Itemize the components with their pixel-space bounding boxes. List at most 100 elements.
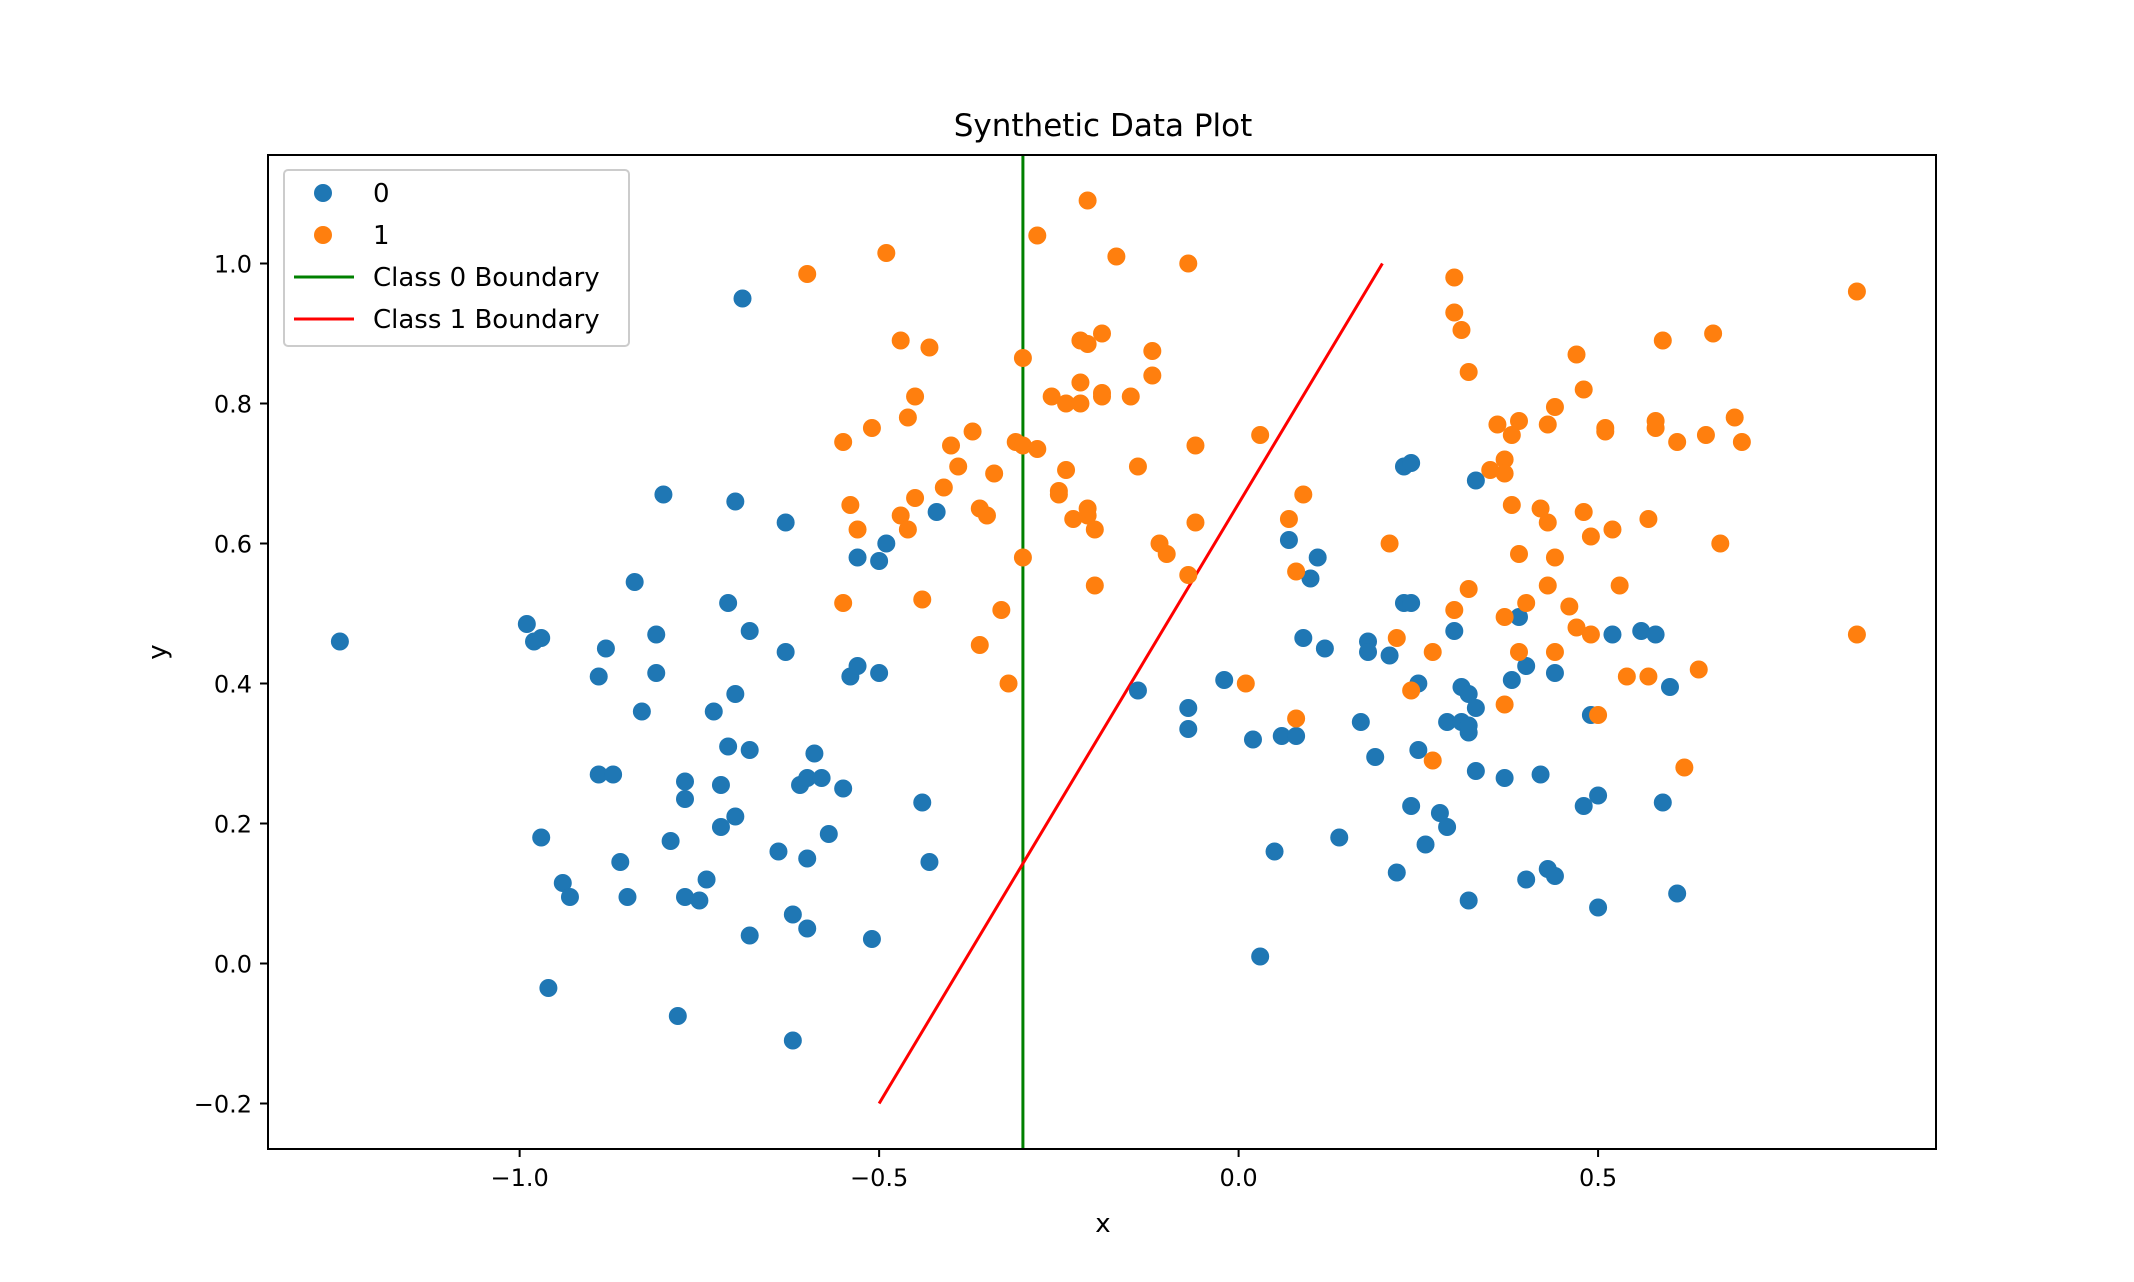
scatter-point-class-1 — [1287, 709, 1306, 728]
scatter-point-class-1 — [1531, 499, 1550, 518]
scatter-point-class-1 — [942, 436, 961, 455]
x-tick-label: −1.0 — [490, 1164, 548, 1192]
scatter-point-class-0 — [618, 888, 637, 906]
scatter-point-class-0 — [668, 1007, 687, 1025]
scatter-point-class-1 — [1847, 282, 1866, 301]
scatter-point-class-1 — [1057, 394, 1076, 413]
scatter-point-class-1 — [949, 457, 968, 476]
legend-marker-class-1 — [314, 226, 332, 244]
scatter-point-class-1 — [1380, 534, 1399, 553]
scatter-point-class-0 — [726, 685, 745, 703]
scatter-point-class-0 — [1128, 681, 1147, 700]
scatter-point-class-1 — [1157, 545, 1176, 563]
scatter-point-class-0 — [1409, 741, 1428, 759]
scatter-point-class-0 — [330, 632, 349, 651]
scatter-point-class-1 — [1387, 629, 1406, 647]
y-axis-label: y — [143, 644, 173, 659]
scatter-point-class-1 — [898, 520, 917, 539]
scatter-point-class-0 — [1294, 629, 1313, 647]
scatter-point-class-1 — [1049, 485, 1068, 504]
scatter-point-class-0 — [711, 818, 730, 836]
scatter-point-class-0 — [647, 625, 666, 644]
scatter-point-class-0 — [1545, 664, 1564, 682]
y-tick-label: 0.4 — [214, 671, 252, 699]
scatter-point-class-0 — [589, 765, 608, 784]
scatter-point-class-1 — [1502, 496, 1521, 514]
scatter-point-class-0 — [1287, 727, 1306, 745]
scatter-point-class-1 — [1675, 758, 1694, 777]
x-axis-label: x — [1095, 1209, 1110, 1239]
scatter-point-class-1 — [1495, 464, 1514, 483]
scatter-point-class-0 — [1632, 622, 1651, 640]
scatter-point-class-1 — [841, 496, 860, 514]
scatter-point-class-1 — [1639, 510, 1658, 528]
scatter-point-class-0 — [589, 667, 608, 686]
plot-frame — [267, 154, 1937, 1150]
scatter-point-class-0 — [1402, 454, 1421, 472]
scatter-point-class-1 — [1589, 706, 1608, 724]
scatter-point-class-0 — [632, 702, 651, 721]
scatter-point-class-0 — [848, 548, 867, 567]
scatter-point-class-1 — [1013, 349, 1032, 367]
scatter-point-class-0 — [1215, 671, 1234, 689]
scatter-point-class-0 — [1510, 608, 1528, 626]
scatter-point-class-0 — [913, 793, 932, 812]
scatter-point-class-0 — [805, 744, 824, 763]
scatter-point-class-1 — [891, 506, 910, 525]
scatter-point-class-1 — [1560, 597, 1579, 616]
scatter-point-class-1 — [963, 422, 982, 441]
scatter-point-class-1 — [1510, 545, 1528, 563]
scatter-point-class-1 — [798, 265, 817, 283]
scatter-point-class-1 — [1689, 660, 1708, 679]
scatter-point-class-0 — [1589, 898, 1608, 917]
scatter-point-class-1 — [1013, 548, 1032, 567]
scatter-point-class-1 — [1704, 324, 1723, 343]
scatter-point-class-0 — [740, 622, 759, 640]
scatter-point-class-1 — [1236, 674, 1255, 693]
scatter-point-class-0 — [726, 807, 745, 826]
scatter-point-class-0 — [1315, 639, 1334, 658]
scatter-point-class-1 — [1517, 594, 1536, 612]
scatter-point-class-0 — [798, 849, 817, 868]
scatter-point-class-0 — [1445, 622, 1464, 640]
scatter-point-class-0 — [1466, 699, 1485, 717]
scatter-point-class-0 — [711, 776, 730, 794]
scatter-point-class-1 — [1581, 527, 1600, 546]
legend-label: 1 — [373, 221, 390, 251]
scatter-point-class-0 — [532, 629, 551, 647]
scatter-point-class-0 — [1272, 727, 1291, 745]
scatter-point-class-1 — [1495, 695, 1514, 714]
scatter-point-class-0 — [697, 870, 716, 889]
scatter-point-class-0 — [812, 769, 831, 787]
scatter-point-class-0 — [1402, 797, 1421, 815]
scatter-point-class-0 — [560, 888, 579, 906]
scatter-point-class-0 — [776, 643, 795, 661]
scatter-point-class-0 — [870, 552, 889, 570]
scatter-point-class-0 — [1308, 548, 1327, 567]
scatter-point-class-1 — [1179, 254, 1198, 273]
scatter-point-class-1 — [848, 520, 867, 539]
scatter-point-class-1 — [1186, 436, 1205, 455]
scatter-point-class-1 — [1445, 601, 1464, 619]
scatter-point-class-0 — [1545, 867, 1564, 885]
scatter-point-class-0 — [1243, 730, 1262, 749]
scatter-point-class-1 — [1502, 426, 1521, 444]
scatter-point-class-1 — [906, 387, 925, 406]
scatter-point-class-1 — [834, 594, 853, 612]
legend-label: 0 — [373, 179, 390, 209]
scatter-point-class-0 — [1466, 471, 1485, 490]
scatter-point-class-0 — [740, 926, 759, 945]
scatter-point-class-0 — [1495, 769, 1514, 787]
scatter-point-class-1 — [1545, 398, 1564, 416]
scatter-point-class-0 — [1589, 786, 1608, 805]
scatter-point-class-1 — [1538, 576, 1557, 595]
scatter-point-class-1 — [1725, 408, 1744, 427]
scatter-point-class-0 — [1387, 863, 1406, 882]
scatter-point-class-1 — [1653, 331, 1672, 350]
scatter-point-class-1 — [1287, 562, 1306, 581]
scatter-point-class-0 — [1438, 713, 1457, 731]
scatter-point-class-1 — [1617, 667, 1636, 686]
scatter-point-class-1 — [1639, 667, 1658, 686]
scatter-point-class-0 — [1366, 748, 1385, 766]
scatter-point-class-0 — [870, 664, 889, 682]
